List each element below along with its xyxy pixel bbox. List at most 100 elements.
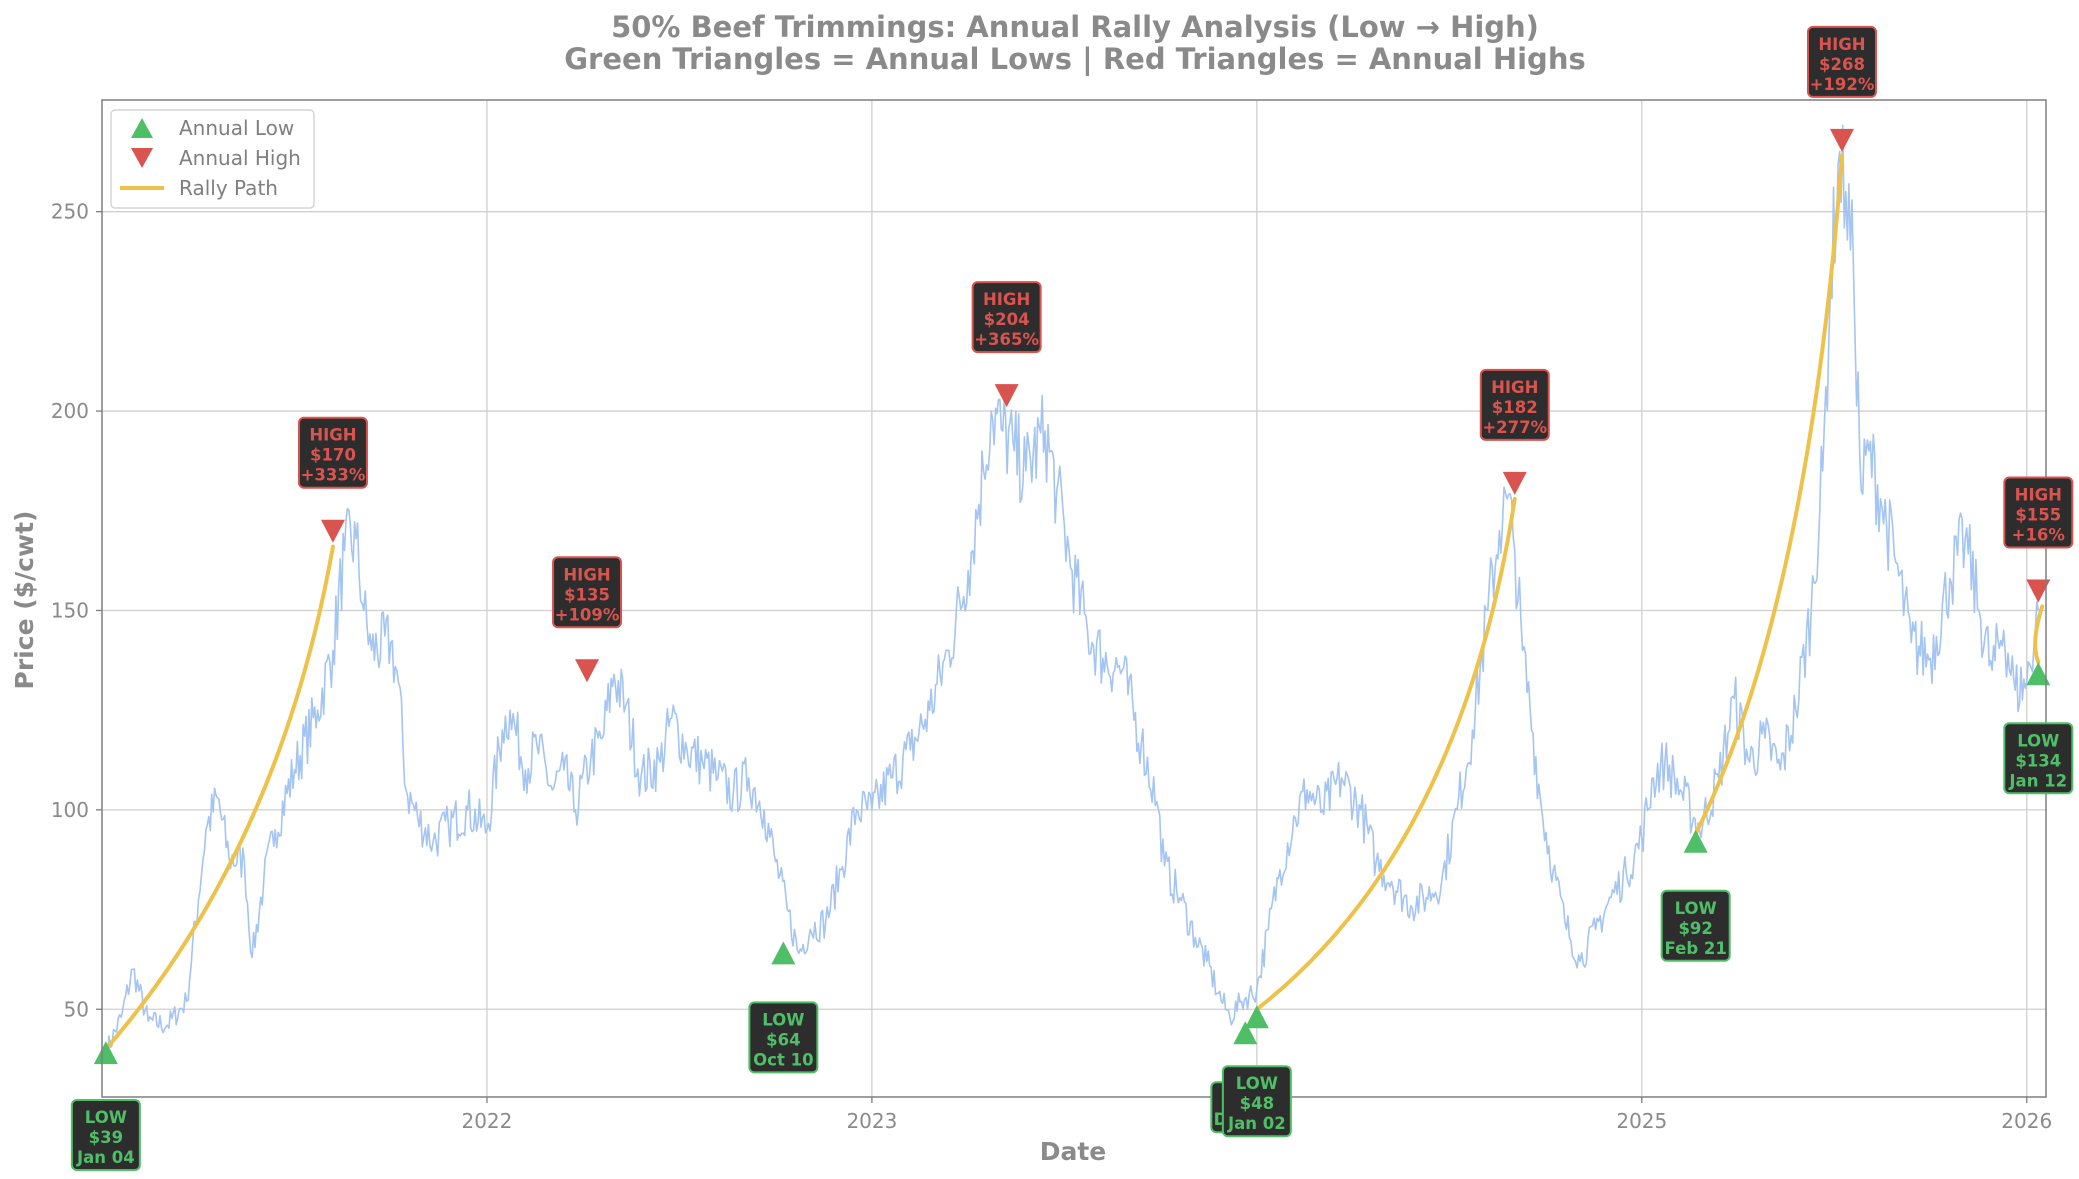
annotation-line2: $182 xyxy=(1492,398,1538,417)
low-triangle-low-2023 xyxy=(1233,1021,1258,1045)
annotation-line3: +277% xyxy=(1482,418,1547,437)
annotation-line2: $155 xyxy=(2015,506,2061,525)
annotation-line3: Jan 02 xyxy=(1227,1114,1286,1133)
legend-high-icon xyxy=(131,148,153,168)
annotation-line1: LOW xyxy=(85,1108,127,1127)
annotation-line3: +192% xyxy=(1810,75,1875,94)
high-triangle-high-2024 xyxy=(1502,471,1527,495)
annotation-box xyxy=(1806,25,1877,98)
annotation-line1: LOW xyxy=(762,1010,804,1029)
legend-label-high: Annual High xyxy=(179,146,301,170)
y-tick-label: 100 xyxy=(51,798,89,822)
annotation-line1: HIGH xyxy=(983,290,1030,309)
y-tick-label: 150 xyxy=(51,598,89,622)
price-series xyxy=(105,124,2040,1063)
annotation-line1: HIGH xyxy=(563,565,610,584)
annotation-line2: $39 xyxy=(89,1128,123,1147)
annotation-line2: $135 xyxy=(564,585,610,604)
high-triangle-high-2023 xyxy=(994,384,1019,408)
legend-label-low: Annual Low xyxy=(179,116,294,140)
legend-label-rally: Rally Path xyxy=(179,176,278,200)
rally-path xyxy=(1254,496,1517,1012)
y-axis-label: Price ($/cwt) xyxy=(10,511,39,690)
x-tick-label: 2022 xyxy=(461,1109,512,1133)
chart-title-line1: 50% Beef Trimmings: Annual Rally Analysi… xyxy=(611,10,1539,44)
annotation-line3: +16% xyxy=(2012,526,2066,545)
high-annotation-high-2024: HIGH$182+277% xyxy=(1479,368,1550,441)
rally-path xyxy=(2033,604,2045,665)
axis-ticks: 2022 2023 2025 2026 50 100 150 200 250 xyxy=(51,200,2052,1133)
high-annotation-high-2021: HIGH$170+333% xyxy=(297,416,368,489)
low-triangle-low-2026 xyxy=(2026,662,2051,686)
annotation-line1: LOW xyxy=(1675,899,1717,918)
price-line xyxy=(105,124,2040,1063)
high-triangle-high-2021 xyxy=(320,519,345,543)
annotation-line3: Jan 12 xyxy=(2008,771,2067,790)
x-tick-label: 2026 xyxy=(2001,1109,2052,1133)
annotation-line1: HIGH xyxy=(1818,35,1865,54)
annotation-line3: Oct 10 xyxy=(753,1050,813,1069)
y-tick-label: 200 xyxy=(51,399,89,423)
low-triangle-low-2021 xyxy=(93,1041,118,1065)
x-tick-label: 2023 xyxy=(846,1109,897,1133)
annotation-line2: $268 xyxy=(1819,55,1865,74)
annotation-line2: $48 xyxy=(1240,1094,1274,1113)
annotation-line1: HIGH xyxy=(1491,378,1538,397)
low-triangle-low-2024 xyxy=(1244,1005,1269,1029)
annotation-line2: $64 xyxy=(766,1030,800,1049)
annotation-line1: HIGH xyxy=(2015,486,2062,505)
low-triangle-low-2022 xyxy=(771,941,796,965)
annotation-box xyxy=(70,1099,141,1171)
high-triangle-high-2026 xyxy=(2026,579,2051,603)
annotation-line1: HIGH xyxy=(309,426,356,445)
annotation-box xyxy=(297,416,368,489)
rally-paths xyxy=(103,153,2045,1052)
high-annotation-high-2023: HIGH$204+365% xyxy=(971,281,1042,354)
annotation-line3: +365% xyxy=(974,330,1039,349)
annotation-box xyxy=(1479,368,1550,441)
high-annotation-high-2026: HIGH$155+16% xyxy=(2003,476,2074,549)
legend-box xyxy=(110,109,315,209)
x-tick-label: 2025 xyxy=(1616,1109,1667,1133)
annotation-line2: $204 xyxy=(984,310,1030,329)
annotation-line2: $170 xyxy=(310,446,356,465)
annotation-line2: $92 xyxy=(1678,919,1712,938)
chart-title-line2: Green Triangles = Annual Lows | Red Tria… xyxy=(564,42,1585,76)
annotation-line3: +109% xyxy=(555,605,620,624)
markers xyxy=(93,128,2051,1065)
annotation-line3: Jan 04 xyxy=(76,1148,135,1167)
annotation-box xyxy=(552,556,623,629)
annotation-box xyxy=(2003,476,2074,549)
annotation-box xyxy=(1660,889,1731,962)
annotation-box xyxy=(971,281,1042,354)
annotation-line3: +333% xyxy=(301,466,366,485)
x-axis-label: Date xyxy=(1040,1137,1107,1166)
plot-frame xyxy=(101,99,2047,1098)
legend: Annual Low Annual High Rally Path xyxy=(110,109,315,209)
high-triangle-high-2025 xyxy=(1829,128,1854,152)
rally-path xyxy=(1693,153,1844,836)
low-triangle-low-2025 xyxy=(1683,829,1708,853)
high-triangle-high-2022 xyxy=(575,659,600,683)
annotation-box xyxy=(2003,722,2074,795)
high-annotation-high-2022: HIGH$135+109% xyxy=(552,556,623,629)
gridlines xyxy=(102,100,2046,1097)
high-annotation-high-2025: HIGH$268+192% xyxy=(1806,25,1877,98)
y-tick-label: 50 xyxy=(64,997,89,1021)
annotation-line1: LOW xyxy=(1236,1074,1278,1093)
annotation-box xyxy=(1221,1065,1292,1138)
annotation-line1: LOW xyxy=(2017,731,2059,750)
annotation-box xyxy=(748,1001,819,1074)
y-tick-label: 250 xyxy=(51,200,89,224)
annotation-line3: Feb 21 xyxy=(1665,939,1727,958)
rally-path xyxy=(103,544,335,1052)
annotation-line2: $134 xyxy=(2015,751,2061,770)
legend-low-icon xyxy=(131,118,153,138)
